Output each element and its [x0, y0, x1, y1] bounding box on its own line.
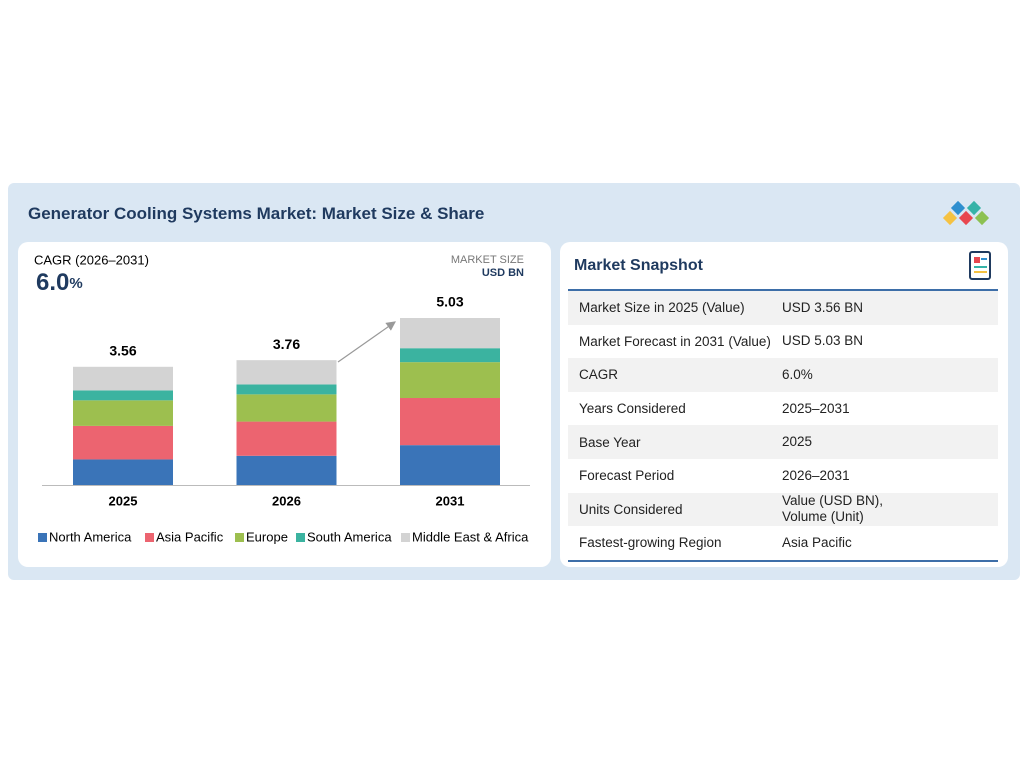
table-row: CAGR 6.0% — [568, 358, 998, 392]
row-label: Units Considered — [579, 501, 683, 517]
legend-label: Europe — [246, 529, 288, 544]
chart-card: CAGR (2026–2031) 6.0% MARKET SIZE USD BN… — [18, 242, 551, 567]
cagr-number: 6.0 — [36, 269, 69, 296]
snapshot-table: Market Size in 2025 (Value) USD 3.56 BN Ma… — [568, 289, 998, 562]
cagr-value: 6.0% — [36, 269, 83, 296]
cagr-label: CAGR (2026–2031) — [34, 252, 149, 267]
row-label: Market Forecast in 2031 (Value) — [579, 333, 771, 349]
legend-label: South America — [307, 529, 392, 544]
row-label: Fastest-growing Region — [579, 535, 722, 551]
total-label: 5.03 — [436, 294, 463, 310]
legend-label: North America — [49, 529, 132, 544]
row-value: USD 3.56 BN — [782, 299, 864, 315]
bar-segment — [400, 362, 500, 399]
cagr-unit: % — [69, 275, 82, 292]
x-tick-label: 2025 — [109, 493, 138, 508]
legend-label: Middle East & Africa — [412, 529, 529, 544]
growth-arrow — [337, 321, 396, 363]
snapshot-title: Market Snapshot — [574, 257, 703, 274]
bar-segment — [73, 390, 173, 401]
table-row: Units Considered Value (USD BN), Volume (… — [568, 492, 998, 527]
snapshot-icon — [969, 251, 991, 280]
row-label: Market Size in 2025 (Value) — [579, 300, 745, 316]
table-row: Base Year 2025 — [568, 425, 998, 459]
row-value: 6.0% — [782, 366, 813, 382]
bar-segment — [73, 459, 173, 485]
row-value: 2025 — [782, 434, 813, 450]
bar-segment — [236, 360, 337, 385]
table-row: Market Size in 2025 (Value) USD 3.56 BN — [568, 291, 998, 325]
row-value: USD 5.03 BN — [782, 333, 864, 349]
bar-segment — [73, 425, 173, 460]
row-label: Years Considered — [579, 401, 686, 417]
page-title: Generator Cooling Systems Market: Market… — [28, 204, 485, 223]
bar-segment — [236, 394, 337, 422]
legend-swatch — [38, 533, 47, 542]
bar-segment — [236, 421, 337, 456]
legend-swatch — [296, 533, 305, 542]
row-label: Base Year — [579, 434, 641, 450]
table-row: Years Considered 2025–2031 — [568, 392, 998, 426]
bar-segment — [400, 398, 500, 446]
table-row: Fastest-growing Region Asia Pacific — [568, 526, 998, 560]
row-label: CAGR — [579, 367, 619, 383]
total-label: 3.56 — [109, 343, 136, 359]
unit-label: MARKET SIZE — [451, 254, 524, 266]
x-tick-label: 2031 — [436, 493, 465, 508]
row-value: 2026–2031 — [782, 467, 850, 483]
legend-label: Asia Pacific — [156, 529, 224, 544]
chart: CAGR (2026–2031) 6.0% MARKET SIZE USD BN… — [34, 252, 530, 544]
legend-swatch — [145, 533, 154, 542]
unit: USD BN — [482, 267, 524, 279]
table-row: Market Forecast in 2031 (Value) USD 5.03 … — [568, 325, 998, 359]
row-value: 2025–2031 — [782, 400, 850, 416]
bar-segment — [236, 384, 337, 395]
bar-segment — [400, 348, 500, 363]
row-value: Asia Pacific — [782, 534, 852, 550]
bar-segment — [73, 400, 173, 426]
row-label: Forecast Period — [579, 468, 675, 484]
bar-segment — [400, 318, 500, 349]
legend-swatch — [235, 533, 244, 542]
x-tick-label: 2026 — [272, 493, 301, 508]
row-value: Value (USD BN), Volume (Unit) — [782, 493, 884, 525]
legend-swatch — [401, 533, 410, 542]
bar-segment — [236, 455, 337, 485]
table-row: Forecast Period 2026–2031 — [568, 459, 998, 493]
logo — [942, 200, 990, 226]
bar-segment — [73, 366, 173, 391]
total-label: 3.76 — [273, 336, 300, 352]
bar-segment — [400, 445, 500, 485]
